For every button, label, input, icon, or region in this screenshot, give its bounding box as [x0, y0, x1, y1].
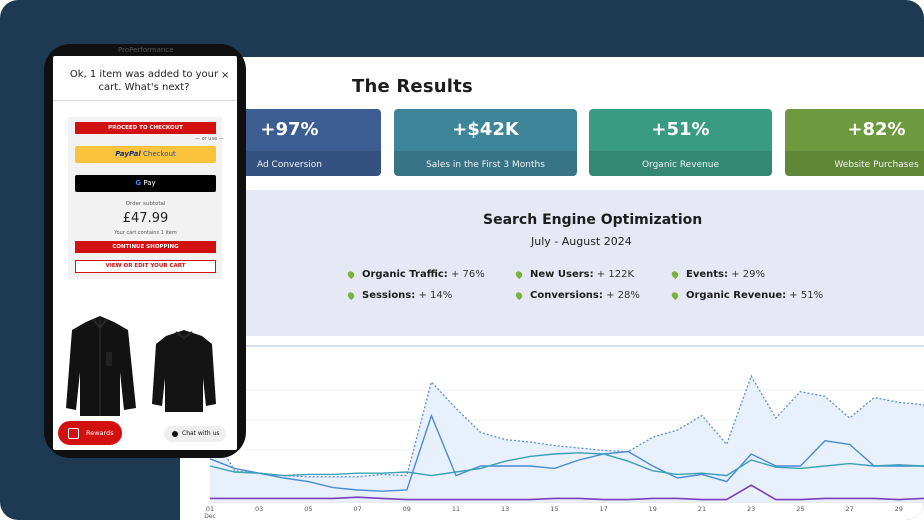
rewards-button[interactable]: Rewards — [58, 421, 122, 445]
traffic-line-chart: 01 03 05 07 09 11 13 15 17 19 21 23 25 27 29 Dec — [204, 345, 924, 520]
divider — [53, 100, 237, 101]
x-tick-label: 15 — [550, 505, 558, 513]
seo-metric: Conversions: + 28% — [514, 290, 640, 301]
seo-title: Search Engine Optimization — [483, 212, 703, 228]
cart-item-count: Your cart contains 1 item — [114, 230, 177, 236]
chat-bubble-icon — [172, 431, 178, 437]
x-tick-label: 25 — [796, 505, 804, 513]
kpi-value: +97% — [260, 119, 319, 140]
kpi-card-website-purchases: +82% Website Purchases — [785, 109, 924, 176]
paypal-checkout-label: Checkout — [143, 150, 176, 158]
x-tick-label: 27 — [845, 505, 853, 513]
seo-metric: Organic Traffic: + 76% — [346, 269, 485, 280]
kpi-label: Organic Revenue — [641, 160, 720, 170]
gift-bag-icon — [68, 428, 79, 439]
x-tick-label: 07 — [353, 505, 361, 513]
paypal-logo: PayPal — [115, 150, 141, 158]
seo-metric: Events: + 29% — [670, 269, 765, 280]
series-line-1 — [209, 374, 924, 478]
kpi-band — [785, 151, 924, 176]
x-tick-label: 03 — [255, 505, 263, 513]
kpi-band — [589, 151, 772, 176]
kpi-label: Sales in the First 3 Months — [426, 160, 545, 170]
leaf-bullet-icon — [346, 290, 356, 300]
jacket-back-image[interactable] — [152, 330, 216, 412]
jacket-front-image[interactable] — [66, 316, 136, 416]
proceed-to-checkout-button[interactable]: PROCEED TO CHECKOUT — [75, 122, 216, 134]
view-edit-cart-button[interactable]: VIEW OR EDIT YOUR CART — [75, 260, 216, 273]
x-tick-label: 29 — [895, 505, 903, 513]
kpi-card-sales: +$42K Sales in the First 3 Months — [394, 109, 577, 176]
x-tick-label: 09 — [403, 505, 411, 513]
kpi-value: +$42K — [452, 119, 519, 140]
kpi-value: +51% — [651, 119, 710, 140]
continue-shopping-button[interactable]: CONTINUE SHOPPING — [75, 241, 216, 253]
leaf-bullet-icon — [670, 290, 680, 300]
x-tick-label: 11 — [452, 505, 460, 513]
or-use-label: — or use — — [195, 136, 224, 142]
product-images — [66, 316, 216, 416]
x-tick-label: 17 — [599, 505, 607, 513]
order-subtotal-label: Order subtotal — [125, 201, 166, 207]
x-tick-label: 01 — [206, 505, 214, 513]
series-area-fill — [210, 376, 924, 502]
x-tick-label: 05 — [304, 505, 312, 513]
seo-period: July - August 2024 — [531, 235, 632, 248]
series-line-3 — [209, 452, 924, 477]
seo-metric: Organic Revenue: + 51% — [670, 290, 823, 301]
leaf-bullet-icon — [514, 269, 524, 279]
chat-with-us-button[interactable]: Chat with us — [164, 426, 226, 442]
leaf-bullet-icon — [346, 269, 356, 279]
seo-summary-panel — [244, 190, 924, 336]
kpi-band — [394, 151, 577, 176]
paypal-checkout-button[interactable]: PayPal Checkout — [75, 146, 216, 163]
google-g-icon: G — [135, 179, 142, 187]
status-bar-text: ProPerformance — [118, 46, 174, 54]
chat-label: Chat with us — [182, 430, 220, 437]
google-pay-button[interactable]: G Pay — [75, 175, 216, 192]
leaf-bullet-icon — [670, 269, 680, 279]
x-month-label: Dec — [204, 513, 216, 520]
leaf-bullet-icon — [514, 290, 524, 300]
kpi-label: Website Purchases — [834, 160, 919, 170]
seo-metric: Sessions: + 14% — [346, 290, 452, 301]
close-icon[interactable]: × — [221, 70, 230, 81]
kpi-card-organic-revenue: +51% Organic Revenue — [589, 109, 772, 176]
order-subtotal-value: £47.99 — [122, 211, 169, 226]
gpay-label: Pay — [143, 179, 156, 187]
kpi-value: +82% — [847, 119, 906, 140]
x-tick-label: 13 — [501, 505, 509, 513]
x-tick-label: 19 — [649, 505, 657, 513]
seo-metric: New Users: + 122K — [514, 269, 634, 280]
x-tick-label: 21 — [698, 505, 706, 513]
rewards-label: Rewards — [86, 429, 114, 437]
cart-added-message: Ok, 1 item was added to your cart. What'… — [69, 69, 219, 93]
kpi-label: Ad Conversion — [256, 160, 323, 170]
series-line-4 — [210, 484, 924, 501]
results-title: The Results — [352, 76, 473, 97]
x-tick-label: 23 — [747, 505, 755, 513]
